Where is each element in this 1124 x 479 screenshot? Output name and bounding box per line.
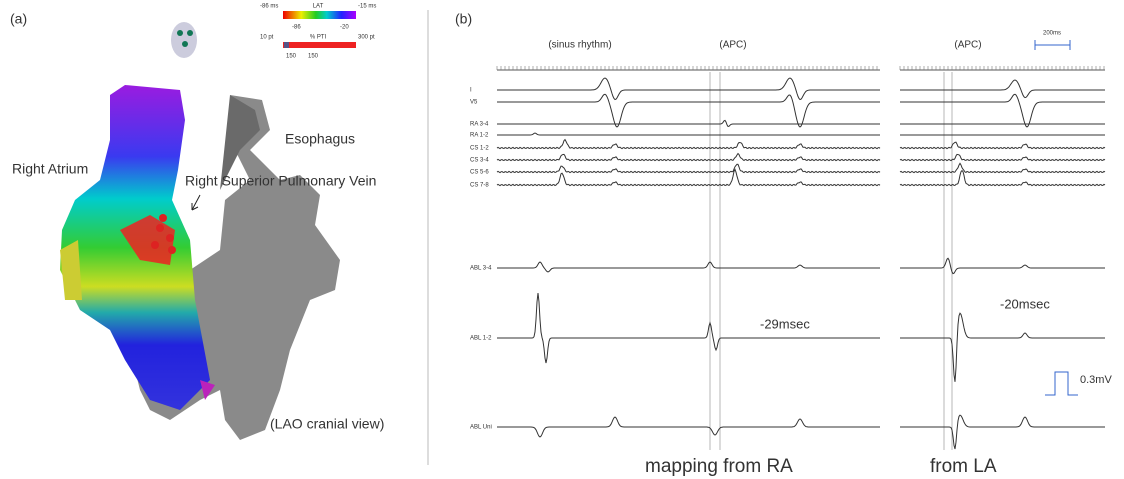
trace xyxy=(900,257,1105,275)
channel-label: CS 7-8 xyxy=(470,183,489,189)
trace xyxy=(497,416,880,438)
channel-label: CS 5-6 xyxy=(470,170,489,176)
channel-label: ABL 3-4 xyxy=(470,266,492,272)
annotation: Right Atrium xyxy=(12,161,88,177)
trace xyxy=(496,168,881,187)
lat-high: -20 xyxy=(340,25,349,31)
caption: from LA xyxy=(930,456,997,477)
trace xyxy=(899,141,1106,150)
3d-map xyxy=(60,85,340,440)
trace xyxy=(900,414,1105,450)
trace xyxy=(899,162,1106,174)
rhythm-label: (sinus rhythm) xyxy=(548,40,611,51)
time-scale-label: 200ms xyxy=(1043,31,1061,37)
trace xyxy=(900,79,1105,99)
lat-max: -15 ms xyxy=(358,4,376,10)
channel-label: ABL 1-2 xyxy=(470,336,492,342)
trace xyxy=(497,119,880,128)
trace xyxy=(497,77,880,101)
trace xyxy=(900,312,1105,382)
channel-label: RA 1-2 xyxy=(470,133,489,139)
annotation: Esophagus xyxy=(285,131,355,147)
delay-label: -29msec xyxy=(760,316,810,331)
pti-high: 150 xyxy=(308,54,319,60)
amplitude-scale-bar xyxy=(1045,371,1078,396)
pti-title: % PTI xyxy=(310,35,327,41)
channel-label: V5 xyxy=(470,100,478,106)
orientation-icon xyxy=(171,22,197,58)
trace xyxy=(899,169,1106,187)
traces: I V5 RA 3-4 RA 1-2 CS 1-2 CS 3-4 CS 5-6 CS 7-8 A… xyxy=(470,66,1106,450)
trace xyxy=(497,93,880,128)
rhythm-label: (APC) xyxy=(954,40,981,51)
trace xyxy=(497,132,880,136)
trace xyxy=(899,153,1106,162)
trace xyxy=(497,292,880,364)
pti-max: 300 pt xyxy=(358,35,375,41)
annotation: (LAO cranial view) xyxy=(270,416,384,432)
channel-label: RA 3-4 xyxy=(470,122,489,128)
annotation: Right Superior Pulmonary Vein xyxy=(185,173,376,189)
trace xyxy=(496,138,881,150)
trace xyxy=(497,261,880,273)
lat-title: LAT xyxy=(313,4,324,10)
caption: mapping from RA xyxy=(645,456,793,477)
pti-low: 150 xyxy=(286,54,297,60)
rhythm-label: (APC) xyxy=(719,40,746,51)
lat-colorbar: -86 ms LAT -15 ms -86 -20 10 pt % PTI 30… xyxy=(260,4,376,60)
lat-low: -86 xyxy=(292,25,301,31)
channel-label: CS 3-4 xyxy=(470,158,489,164)
trace xyxy=(900,93,1105,128)
pti-min: 10 pt xyxy=(260,35,274,41)
arrow xyxy=(191,194,201,211)
channel-label: ABL Uni xyxy=(470,425,492,431)
trace xyxy=(496,152,881,162)
panel-label: (b) xyxy=(455,11,472,27)
lat-min: -86 ms xyxy=(260,4,278,10)
channel-label: I xyxy=(470,88,472,94)
panel-label: (a) xyxy=(10,11,27,27)
channel-label: CS 1-2 xyxy=(470,146,489,152)
delay-label: -20msec xyxy=(1000,296,1050,311)
time-scale-bar xyxy=(1034,40,1071,50)
amplitude-label: 0.3mV xyxy=(1080,374,1112,386)
trace xyxy=(496,163,881,174)
